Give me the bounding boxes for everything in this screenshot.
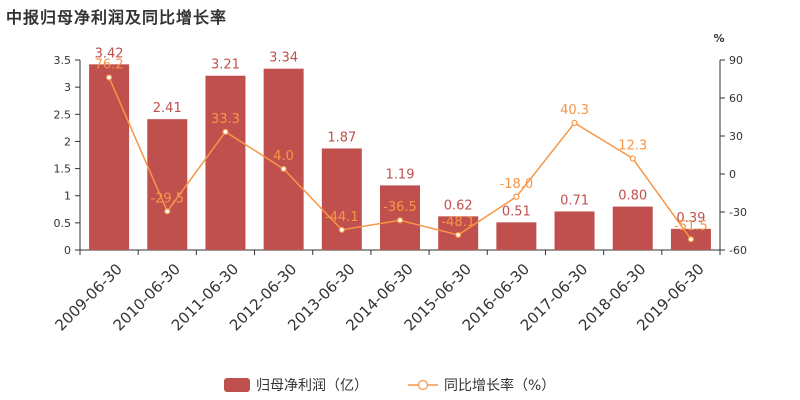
line-point xyxy=(338,226,345,233)
line-point xyxy=(280,165,287,173)
bar xyxy=(321,148,362,250)
y-left-tick-label: 0 xyxy=(64,244,71,257)
legend-line-label: 同比增长率（%） xyxy=(444,377,555,394)
line-value-label: 4.0 xyxy=(273,149,294,164)
line-point xyxy=(513,193,520,200)
line-point xyxy=(164,208,171,215)
y-right-tick-label: 30 xyxy=(729,130,743,143)
data-labels-group: 3.42 2.41 3.21 3.34 1.87 1.19 0.62 0.51 0.71 0.80… xyxy=(95,46,708,234)
legend: 归母净利润（亿） 同比增长率（%） xyxy=(224,377,555,394)
legend-bar-swatch xyxy=(224,378,250,392)
bar-value-label: 1.87 xyxy=(327,130,356,145)
y-right-tick-label: 0 xyxy=(729,168,736,181)
bar xyxy=(554,211,595,250)
y-left-tick-label: 0.5 xyxy=(54,217,72,230)
y-right-tick-label: 60 xyxy=(729,92,743,105)
line-series-group xyxy=(105,74,695,243)
bar-value-label: 3.34 xyxy=(269,51,298,66)
bar xyxy=(89,64,130,250)
line-point xyxy=(455,231,462,239)
y-left-tick-label: 3 xyxy=(64,81,71,94)
bars-group xyxy=(89,64,711,251)
y-right-unit: % xyxy=(713,32,724,45)
bar xyxy=(263,68,304,250)
line-value-label: 40.3 xyxy=(560,103,589,118)
bar-value-label: 3.42 xyxy=(95,46,124,61)
line-value-label: -18.0 xyxy=(500,177,534,192)
bar xyxy=(496,222,537,250)
bar xyxy=(147,119,188,251)
bar-value-label: 2.41 xyxy=(153,101,182,116)
y-right-tick-label: -30 xyxy=(729,206,747,219)
bar-value-label: 0.39 xyxy=(676,211,705,226)
bar xyxy=(205,75,246,250)
bar-value-label: 0.71 xyxy=(560,193,589,208)
line-value-label: 76.2 xyxy=(95,57,124,72)
line-value-label: 12.3 xyxy=(618,138,647,153)
legend-line-marker xyxy=(417,379,429,391)
line-value-label: 33.3 xyxy=(211,112,240,127)
y-left-tick-label: 2 xyxy=(64,135,71,148)
bar-value-label: 3.21 xyxy=(211,58,240,73)
line-value-label: -44.1 xyxy=(325,210,359,225)
y-left-tick-label: 3.5 xyxy=(54,54,72,67)
line-point xyxy=(396,217,404,224)
bar-value-label: 1.19 xyxy=(386,167,415,182)
y-left-tick-label: 1 xyxy=(64,190,71,203)
line-point xyxy=(687,236,695,243)
y-right-tick-label: -60 xyxy=(729,244,747,257)
line-value-label: -29.5 xyxy=(150,191,184,206)
y-right-tick-label: 90 xyxy=(729,54,743,67)
bar-value-label: 0.80 xyxy=(618,189,647,204)
line-value-label: -51.5 xyxy=(674,219,708,234)
line-value-label: -48.1 xyxy=(441,215,475,230)
chart-title: 中报归母净利润及同比增长率 xyxy=(6,8,228,27)
y-left-tick-label: 1.5 xyxy=(54,163,72,176)
line-point xyxy=(571,119,578,127)
bar-value-label: 0.51 xyxy=(502,204,531,219)
y-left-tick-label: 2.5 xyxy=(54,108,72,121)
bar xyxy=(612,206,653,250)
bar-value-label: 0.62 xyxy=(444,198,473,213)
line-point xyxy=(105,74,113,81)
legend-bar-label: 归母净利润（亿） xyxy=(256,377,368,394)
line-point xyxy=(222,128,229,135)
line-value-label: -36.5 xyxy=(383,200,417,215)
line-point xyxy=(629,155,636,162)
